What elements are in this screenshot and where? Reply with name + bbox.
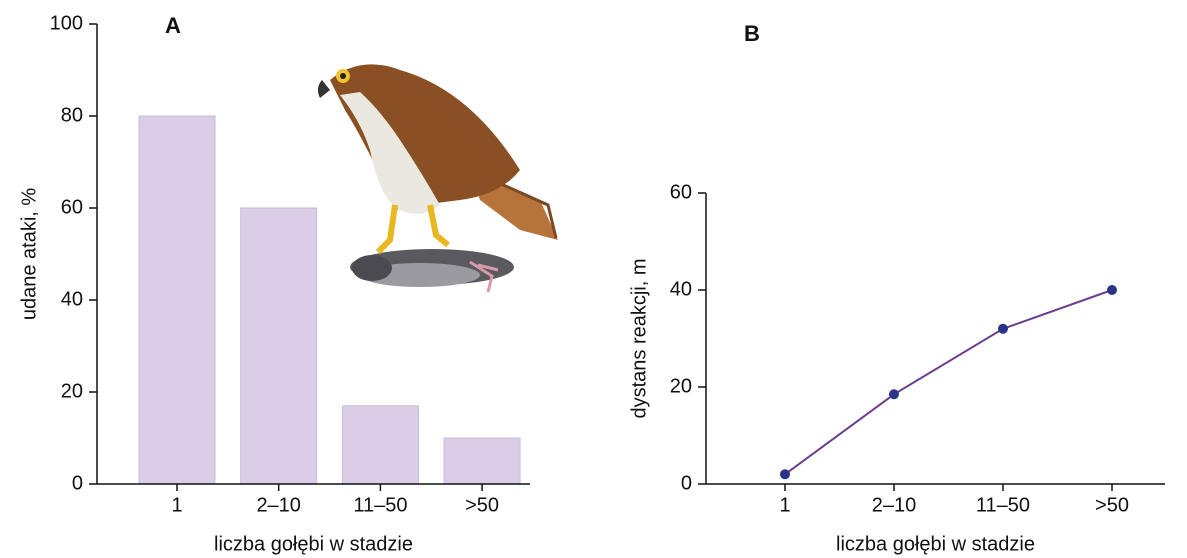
bar: [240, 207, 318, 485]
marker: [1107, 285, 1117, 295]
y-tick-label: 0: [681, 472, 692, 494]
bar: [341, 405, 419, 485]
panel-title: A: [165, 13, 181, 38]
line: [784, 289, 1113, 476]
x-tick-label: 1: [779, 494, 790, 516]
x-tick-label: 2–10: [872, 494, 917, 516]
y-axis-label: udane ataki, %: [18, 188, 40, 321]
x-axis-label: liczba gołębi w stadzie: [214, 533, 413, 555]
marker: [998, 323, 1008, 334]
y-tick-label: 60: [61, 196, 83, 218]
marker: [889, 389, 899, 400]
y-tick-label: 40: [670, 278, 692, 300]
y-tick-label: 20: [670, 375, 692, 397]
y-tick-label: 40: [61, 288, 83, 310]
y-tick-label: 20: [61, 380, 83, 402]
y-tick-label: 80: [61, 104, 83, 126]
y-tick-label: 60: [670, 181, 692, 203]
y-tick-label: 100: [50, 12, 83, 34]
x-tick-label: 11–50: [353, 494, 407, 516]
hawk-illustration: [317, 64, 558, 293]
bar: [443, 437, 521, 485]
bar: [138, 115, 216, 485]
y-axis-label: dystans reakcji, m: [628, 258, 650, 418]
x-axis-label: liczba gołębi w stadzie: [836, 533, 1035, 555]
x-tick-label: 1: [171, 494, 182, 516]
x-tick-label: 2–10: [256, 494, 301, 516]
panel-title: B: [744, 21, 760, 46]
marker: [780, 469, 790, 480]
x-tick-label: 11–50: [976, 494, 1030, 516]
y-tick-label: 0: [72, 472, 83, 494]
x-tick-label: >50: [1095, 494, 1129, 516]
x-tick-label: >50: [465, 494, 499, 516]
